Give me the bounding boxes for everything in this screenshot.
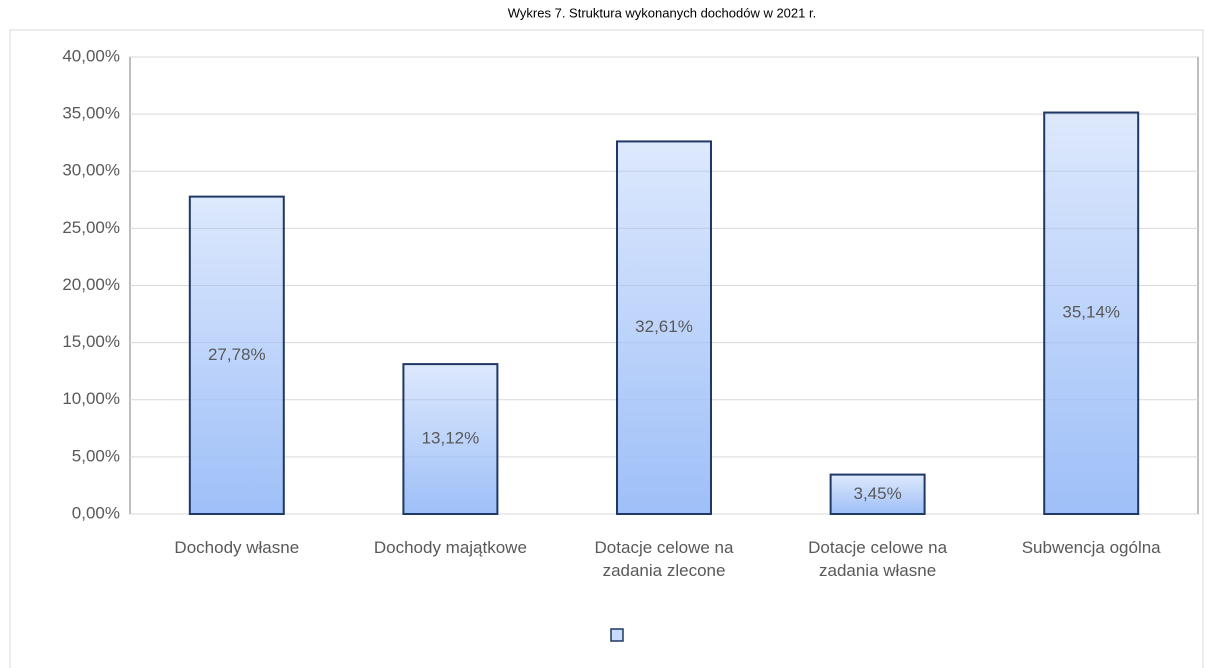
bar (616, 140, 712, 515)
bar (188, 195, 285, 515)
y-tick-label: 15,00% (62, 332, 120, 351)
y-tick-label: 40,00% (62, 46, 120, 65)
x-tick-label: Dochody majątkowe (373, 538, 527, 557)
y-tick-label: 0,00% (72, 503, 120, 522)
y-tick-label: 35,00% (62, 104, 120, 123)
data-label: 32,61% (635, 317, 693, 336)
data-label: 3,45% (853, 484, 901, 503)
x-tick-label: Dotacje celowe na zadania zlecone (594, 538, 734, 580)
chart-border (9, 29, 1204, 668)
y-tick-label: 30,00% (62, 161, 120, 180)
data-label: 35,14% (1062, 303, 1120, 322)
y-tick-label: 25,00% (62, 218, 120, 237)
x-tick-label: Subwencja ogólna (1021, 538, 1161, 557)
bar (1043, 111, 1140, 515)
bar (402, 363, 499, 515)
bar (829, 473, 926, 515)
x-tick-label: Dotacje celowe na zadania własne (808, 538, 948, 580)
chart-title: Wykres 7. Struktura wykonanych dochodów … (508, 5, 816, 20)
data-label: 13,12% (422, 429, 480, 448)
x-tick-label: Dochody własne (174, 538, 300, 557)
y-tick-label: 5,00% (72, 446, 120, 465)
data-label: 27,78% (208, 345, 266, 364)
y-tick-label: 20,00% (62, 275, 120, 294)
y-tick-label: 10,00% (62, 389, 120, 408)
legend-marker (610, 628, 624, 642)
